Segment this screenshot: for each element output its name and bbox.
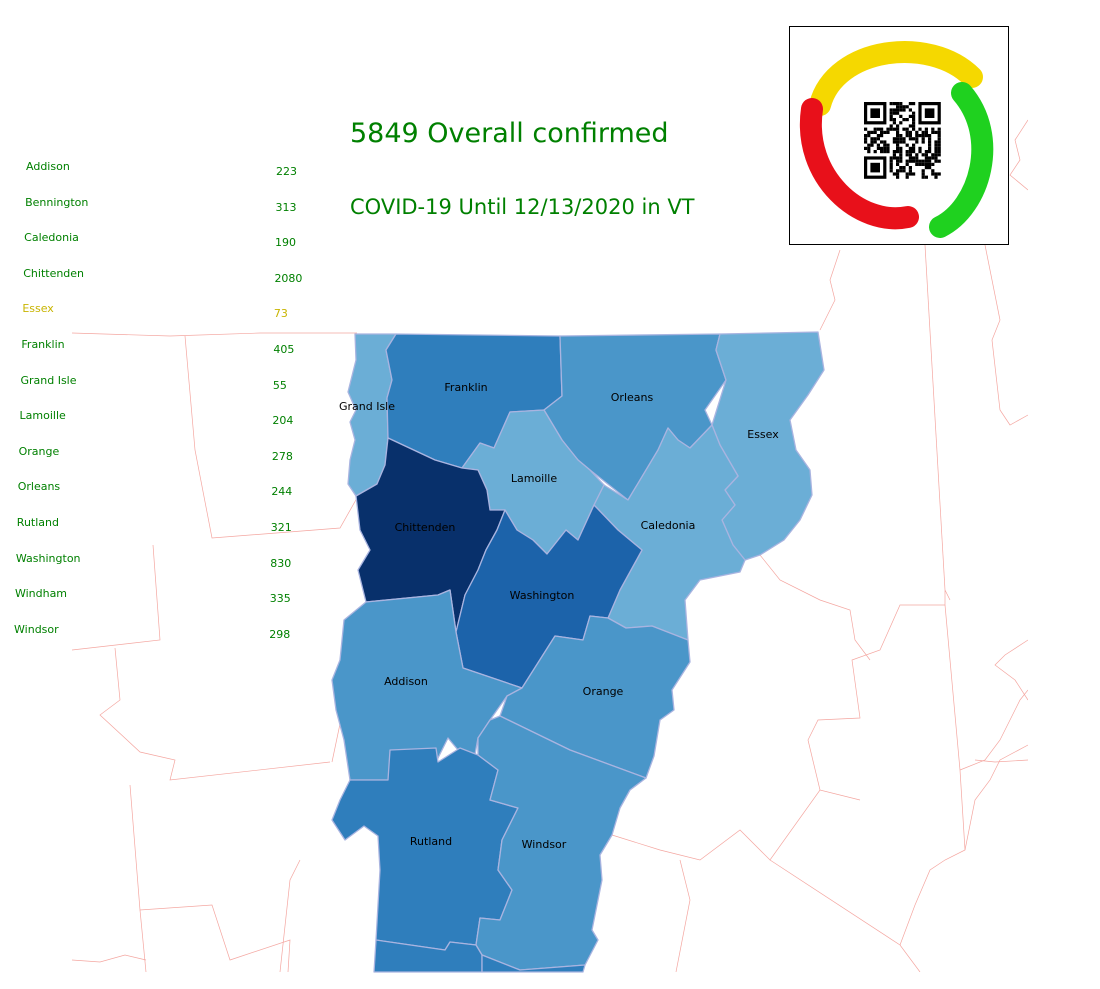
logo-ring-green	[929, 82, 994, 238]
legend-county-name: Rutland	[16, 516, 59, 529]
map-label-orange: Orange	[583, 685, 624, 698]
legend-case-count: 830	[270, 556, 292, 570]
legend-county-name: Essex	[22, 302, 54, 316]
logo-ring-yellow	[809, 41, 983, 116]
county-shapes	[331, 331, 825, 973]
county-addison	[331, 589, 523, 781]
legend-case-count: 2080	[274, 271, 303, 285]
map-label-rutland: Rutland	[410, 835, 452, 848]
legend-county-name: Orleans	[17, 480, 61, 494]
legend-case-count: 55	[272, 378, 287, 392]
logo	[789, 26, 1009, 245]
logo-ring-red	[799, 98, 919, 230]
legend-case-count: 278	[271, 449, 293, 463]
map-label-franklin: Franklin	[444, 381, 487, 394]
neighbor-boundaries	[72, 119, 1028, 972]
map-label-washington: Washington	[510, 589, 575, 602]
county-essex	[711, 331, 825, 561]
legend-county-name: Addison	[26, 160, 70, 173]
map-label-chittenden: Chittenden	[395, 521, 456, 534]
legend-county-name: Franklin	[21, 338, 65, 351]
county-windham	[481, 954, 586, 973]
legend-county-name: Bennington	[25, 195, 89, 209]
legend-county-name: Windsor	[14, 622, 59, 636]
logo-ring	[799, 41, 994, 238]
map-label-grand-isle: Grand Isle	[339, 400, 395, 413]
map-label-addison: Addison	[384, 675, 428, 688]
legend-county-name: Windham	[14, 587, 68, 601]
legend-case-count: 298	[269, 627, 291, 641]
county-labels: Grand Isle Franklin Orleans Essex Lamoil…	[339, 381, 779, 851]
map-label-caledonia: Caledonia	[641, 519, 696, 532]
page-subtitle: COVID-19 Until 12/13/2020 in VT	[350, 195, 695, 219]
legend-case-count: 223	[276, 165, 297, 178]
legend-case-count: 335	[269, 592, 291, 606]
legend-case-count: 405	[273, 343, 295, 356]
map-label-lamoille: Lamoille	[511, 472, 557, 485]
legend-county-name: Lamoille	[19, 409, 66, 423]
legend-case-count: 321	[270, 521, 292, 534]
map-label-windsor: Windsor	[522, 838, 567, 851]
qr-code-icon	[864, 102, 941, 179]
legend-case-count: 204	[272, 414, 294, 428]
legend-case-count: 190	[274, 236, 296, 250]
legend-county-name: Chittenden	[23, 266, 85, 280]
legend-county-name: Caledonia	[24, 231, 79, 245]
county-bennington	[373, 939, 483, 973]
map-label-orleans: Orleans	[611, 391, 654, 404]
legend-case-count: 73	[273, 307, 288, 321]
legend-county-name: Grand Isle	[20, 373, 77, 387]
legend-case-count: 244	[271, 485, 293, 499]
legend-county-name: Orange	[18, 444, 60, 458]
legend-case-count: 313	[275, 200, 297, 214]
map-label-essex: Essex	[747, 428, 779, 441]
page-title: 5849 Overall confirmed	[350, 118, 669, 149]
legend-county-name: Washington	[15, 551, 81, 565]
